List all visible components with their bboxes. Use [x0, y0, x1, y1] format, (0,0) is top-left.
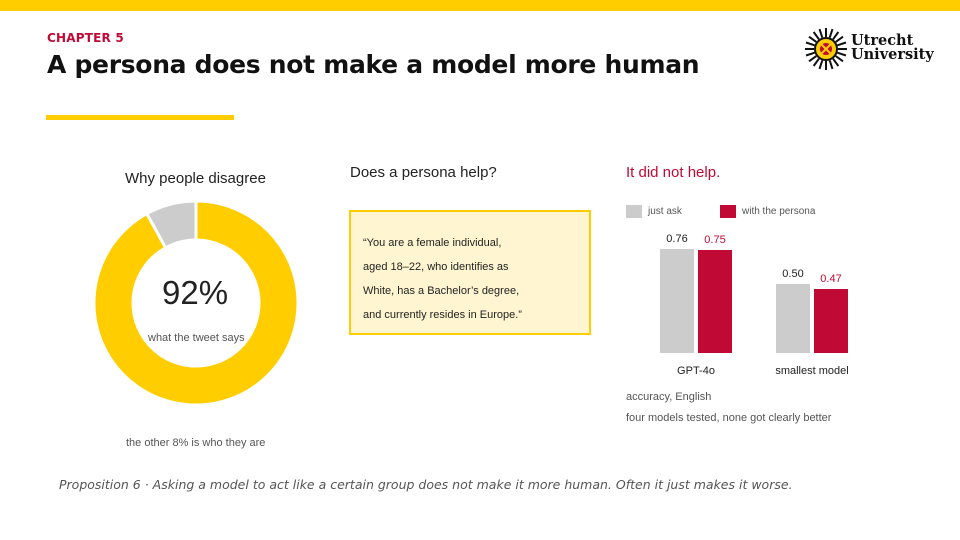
- bar-value-label: 0.50: [782, 268, 804, 281]
- chapter-label: CHAPTER 5: [47, 31, 124, 45]
- bar-value-label: 0.76: [666, 232, 688, 245]
- sun-seal-icon: [805, 28, 847, 70]
- chart-note-models: four models tested, none got clearly bet…: [626, 412, 832, 424]
- bar-persona: [814, 288, 848, 353]
- bar-value-label: 0.47: [820, 272, 842, 285]
- title-underline: [46, 115, 234, 120]
- middle-panel-title: Does a persona help?: [350, 164, 497, 181]
- university-logo: Utrecht University: [804, 27, 934, 71]
- quote-line: White, has a Bachelor’s degree,: [363, 285, 520, 297]
- bar-value-label: 0.75: [704, 234, 726, 247]
- donut-percent-label: 92%: [162, 274, 229, 311]
- bar-just-ask: [660, 248, 694, 353]
- quote-line: aged 18–22, who identifies as: [363, 261, 509, 273]
- proposition-footer: Proposition 6 · Asking a model to act li…: [59, 477, 793, 492]
- accuracy-bar-chart: 0.76 0.75 GPT-4o 0.50 0.47 smallest model: [620, 230, 940, 400]
- category-label: smallest model: [775, 365, 849, 377]
- top-accent-bar: [0, 0, 960, 11]
- right-panel-title: It did not help.: [626, 164, 721, 181]
- page-title: A persona does not make a model more hum…: [47, 50, 700, 79]
- bar-just-ask: [776, 284, 810, 353]
- quote-line: “You are a female individual,: [363, 237, 502, 249]
- quote-line: and currently resides in Europe.”: [363, 309, 522, 321]
- left-panel-title: Why people disagree: [125, 170, 266, 187]
- category-label: GPT-4o: [677, 365, 715, 377]
- donut-slice-identity: [144, 199, 198, 250]
- logo-text-line1: Utrecht: [851, 32, 914, 49]
- persona-quote-box: “You are a female individual, aged 18–22…: [349, 210, 591, 335]
- legend-swatch-just-ask: [626, 205, 642, 218]
- legend-label-just-ask: just ask: [648, 206, 682, 217]
- chart-note-metric: accuracy, English: [626, 391, 712, 403]
- legend-swatch-persona: [720, 205, 736, 218]
- donut-slice-tweet: [92, 199, 300, 407]
- donut-footnote: the other 8% is who they are: [126, 437, 266, 449]
- logo-text-line2: University: [851, 46, 934, 63]
- donut-chart: [92, 199, 300, 407]
- bar-persona: [698, 250, 732, 353]
- legend-label-persona: with the persona: [742, 206, 816, 217]
- donut-sub-label: what the tweet says: [148, 332, 245, 344]
